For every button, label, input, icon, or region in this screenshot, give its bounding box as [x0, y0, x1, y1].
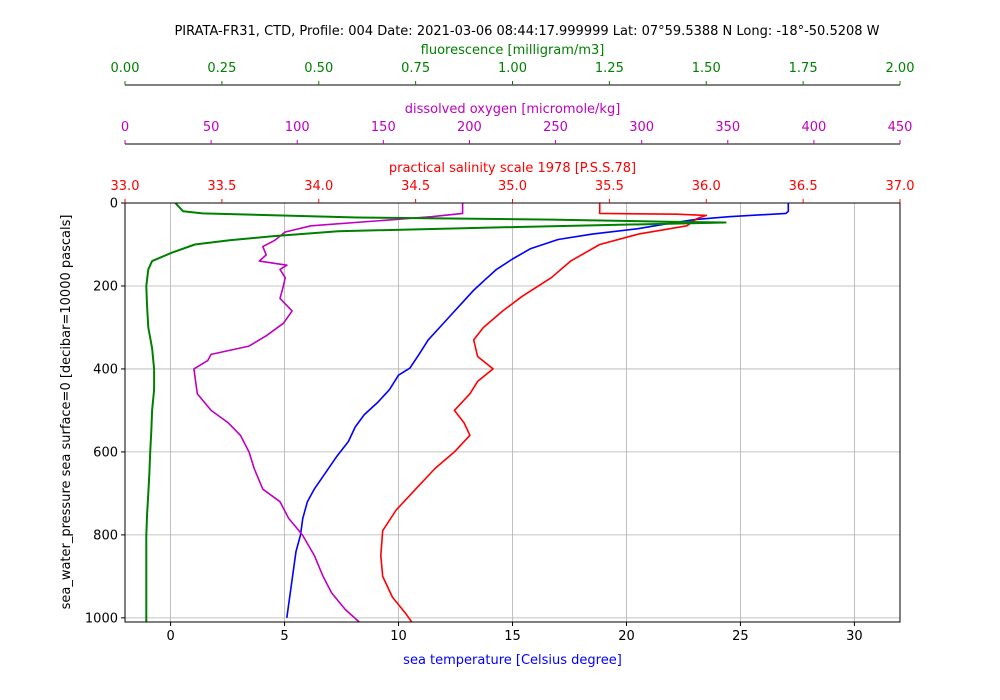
y-axis-label: sea_water_pressure sea surface=0 [deciba… [59, 215, 74, 610]
chart-title: PIRATA-FR31, CTD, Profile: 004 Date: 202… [174, 24, 879, 39]
y-tick-label: 0 [110, 197, 118, 212]
top-axis-label: practical salinity scale 1978 [P.S.S.78] [389, 161, 636, 176]
x-tick-label: 10 [390, 629, 407, 644]
top-tick-label: 36.5 [789, 179, 818, 194]
top-tick-label: 50 [203, 120, 220, 135]
y-tick-label: 400 [93, 362, 118, 377]
data-series [145, 202, 790, 623]
top-axis-label: dissolved oxygen [micromole/kg] [405, 102, 621, 117]
x-tick-label: 5 [280, 629, 288, 644]
x-tick-label: 30 [846, 629, 863, 644]
top-tick-label: 36.0 [692, 179, 721, 194]
top-tick-label: 0 [121, 120, 129, 135]
top-tick-label: 0.00 [111, 61, 140, 76]
top-tick-label: 350 [715, 120, 740, 135]
top-tick-label: 0.75 [401, 61, 430, 76]
top-tick-label: 100 [285, 120, 310, 135]
x-tick-label: 20 [618, 629, 635, 644]
top-tick-label: 33.0 [111, 179, 140, 194]
grid-lines [125, 202, 900, 622]
top-tick-label: 1.75 [789, 61, 818, 76]
series-line-salinity [379, 203, 708, 623]
x-axis-label: sea temperature [Celsius degree] [403, 653, 622, 668]
top-tick-label: 450 [888, 120, 913, 135]
top-tick-label: 35.0 [498, 179, 527, 194]
top-axis-label: fluorescence [milligram/m3] [421, 43, 605, 58]
top-tick-label: 0.25 [207, 61, 236, 76]
top-tick-label: 34.0 [304, 179, 333, 194]
top-tick-label: 2.00 [886, 61, 915, 76]
top-tick-label: 1.50 [692, 61, 721, 76]
y-tick-label: 200 [93, 279, 118, 294]
top-tick-label: 1.25 [595, 61, 624, 76]
top-tick-label: 1.00 [498, 61, 527, 76]
top-tick-label: 35.5 [595, 179, 624, 194]
series-line-oxygen [193, 203, 464, 623]
top-tick-label: 0.50 [304, 61, 333, 76]
y-tick-label: 600 [93, 445, 118, 460]
top-tick-label: 33.5 [207, 179, 236, 194]
series-line-temperature [286, 203, 790, 619]
y-tick-label: 800 [93, 528, 118, 543]
top-tick-label: 200 [457, 120, 482, 135]
top-tick-label: 300 [629, 120, 654, 135]
x-tick-label: 0 [166, 629, 174, 644]
series-line-fluorescence [145, 202, 727, 622]
top-tick-label: 400 [801, 120, 826, 135]
top-tick-label: 37.0 [886, 179, 915, 194]
x-tick-label: 15 [504, 629, 521, 644]
top-tick-label: 34.5 [401, 179, 430, 194]
top-tick-label: 250 [543, 120, 568, 135]
x-tick-label: 25 [732, 629, 749, 644]
top-tick-label: 150 [371, 120, 396, 135]
y-tick-label: 1000 [85, 611, 118, 626]
